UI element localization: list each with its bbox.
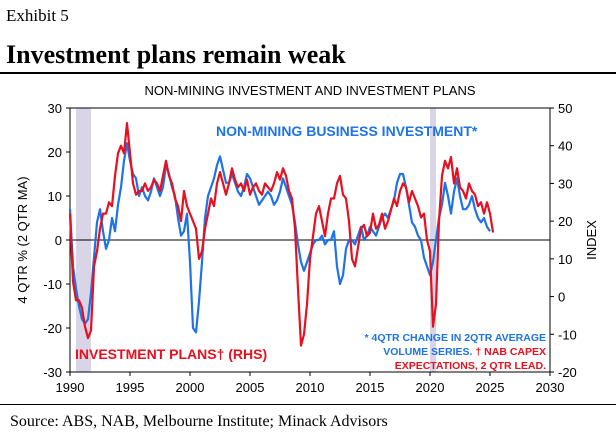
footnote-line-1: * 4QTR CHANGE IN 2QTR AVERAGE — [365, 332, 546, 344]
y2-tick-label: 30 — [558, 176, 572, 191]
y-tick-label: 20 — [48, 145, 62, 160]
y-tick-label: -30 — [43, 365, 62, 380]
chart-title: NON-MINING INVESTMENT AND INVESTMENT PLA… — [144, 83, 475, 98]
y-tick-label: 10 — [48, 189, 62, 204]
y2-tick-label: -10 — [558, 327, 577, 342]
x-tick-label: 1995 — [116, 380, 145, 395]
x-tick-label: 2000 — [176, 380, 205, 395]
svg-text:VOLUME SERIES. † NAB CAPEX: VOLUME SERIES. † NAB CAPEX — [383, 346, 546, 358]
y-tick-label: 0 — [55, 233, 62, 248]
footnote-line-2: VOLUME SERIES. † NAB CAPEX — [383, 346, 546, 358]
source-note: Source: ABS, NAB, Melbourne Institute; M… — [10, 413, 388, 430]
footnote-line-3: EXPECTATIONS, 2 QTR LEAD. — [395, 360, 546, 372]
y-tick-label: -10 — [43, 277, 62, 292]
x-tick-label: 2010 — [296, 380, 325, 395]
y2-axis-label: INDEX — [584, 220, 599, 260]
x-tick-label: 2020 — [416, 380, 445, 395]
title-divider — [0, 72, 616, 74]
y2-tick-label: 20 — [558, 214, 572, 229]
x-tick-label: 2005 — [236, 380, 265, 395]
series-line-plans — [68, 121, 495, 347]
right-axis: -20 -10 0 10 20 30 40 50 — [550, 101, 577, 380]
y-axis-label: 4 QTR % (2 QTR MA) — [15, 176, 30, 303]
x-tick-label: 2025 — [476, 380, 505, 395]
investment-chart: NON-MINING INVESTMENT AND INVESTMENT PLA… — [15, 83, 599, 395]
series-label-investment: NON-MINING BUSINESS INVESTMENT* — [216, 123, 478, 139]
y2-tick-label: 10 — [558, 252, 572, 267]
left-axis: -30 -20 -10 0 10 20 30 — [43, 101, 70, 380]
page-title: Investment plans remain weak — [6, 40, 346, 69]
exhibit-label: Exhibit 5 — [6, 6, 69, 25]
y-tick-label: 30 — [48, 101, 62, 116]
x-tick-label: 1990 — [56, 380, 85, 395]
x-tick-label: 2015 — [356, 380, 385, 395]
y2-tick-label: 50 — [558, 101, 572, 116]
series-line-investment — [68, 142, 491, 334]
y-tick-label: -20 — [43, 321, 62, 336]
series-label-plans: INVESTMENT PLANS† (RHS) — [75, 346, 267, 362]
y2-tick-label: -20 — [558, 365, 577, 380]
x-tick-label: 2030 — [536, 380, 565, 395]
y2-tick-label: 0 — [558, 290, 565, 305]
y2-tick-label: 40 — [558, 139, 572, 154]
x-axis: 1990 1995 2000 2005 2010 2015 2020 2025 2030 — [56, 372, 565, 395]
source-divider — [0, 404, 616, 405]
series-layer — [68, 121, 495, 347]
